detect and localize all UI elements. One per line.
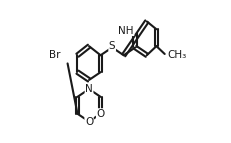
Text: O: O (96, 109, 104, 119)
Text: N: N (85, 84, 93, 94)
Text: NH: NH (118, 26, 133, 36)
Text: S: S (108, 41, 115, 51)
Text: O: O (85, 117, 93, 127)
Text: CH₃: CH₃ (167, 50, 186, 60)
Text: Br: Br (49, 50, 60, 60)
